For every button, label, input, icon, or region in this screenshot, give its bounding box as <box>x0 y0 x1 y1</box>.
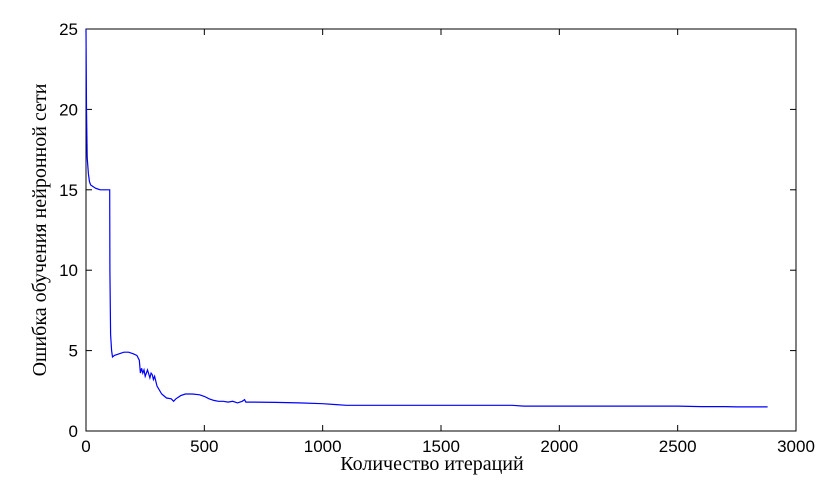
x-tick-label: 1500 <box>422 437 460 456</box>
y-tick-label: 0 <box>69 422 78 441</box>
x-tick-label: 500 <box>190 437 218 456</box>
x-tick-label: 0 <box>81 437 90 456</box>
y-tick-label: 15 <box>59 181 78 200</box>
x-axis-ticks: 0 500 1000 1500 2000 2500 3000 <box>81 29 815 456</box>
y-axis-label: Ошибка обучения нейронной сети <box>29 83 51 376</box>
y-tick-label: 20 <box>59 100 78 119</box>
x-tick-label: 2500 <box>659 437 697 456</box>
y-tick-label: 25 <box>59 20 78 39</box>
x-axis-label: Количество итераций <box>340 453 524 475</box>
y-tick-label: 5 <box>69 342 78 361</box>
y-tick-label: 10 <box>59 261 78 280</box>
x-tick-label: 1000 <box>304 437 342 456</box>
plot-area <box>85 28 797 432</box>
x-tick-label: 3000 <box>777 437 815 456</box>
series-line <box>85 28 768 408</box>
x-tick-label: 2000 <box>540 437 578 456</box>
y-axis-ticks: 0 5 10 15 20 25 <box>59 20 796 441</box>
